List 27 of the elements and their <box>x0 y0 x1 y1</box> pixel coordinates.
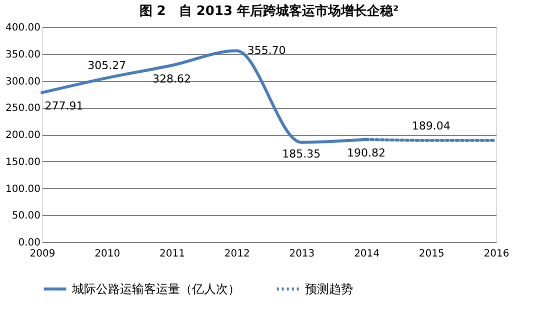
y-tick-label: 150.00 <box>6 156 40 168</box>
y-tick-label: 300.00 <box>6 76 40 88</box>
x-tick-label: 2016 <box>484 248 510 260</box>
x-tick-label: 2011 <box>159 248 185 260</box>
y-tick-label: 400.00 <box>6 22 40 34</box>
y-tick-label: 0.00 <box>18 238 40 248</box>
data-label: 189.04 <box>412 119 450 132</box>
data-label: 277.91 <box>44 100 84 113</box>
data-label: 355.70 <box>247 44 286 57</box>
y-tick-label: 50.00 <box>12 210 40 222</box>
x-tick-label: 2015 <box>418 248 444 260</box>
legend-label: 预测趋势 <box>305 282 353 296</box>
y-tick-label: 350.00 <box>6 49 40 60</box>
y-tick-label: 200.00 <box>6 130 40 141</box>
data-label: 305.27 <box>88 58 126 72</box>
chart-title: 图 2 自 2013 年后跨城客运市场增长企稳² <box>139 3 399 19</box>
x-tick-label: 2010 <box>94 248 120 260</box>
x-tick-label: 2013 <box>289 248 315 260</box>
y-tick-label: 250.00 <box>6 103 40 114</box>
x-tick-label: 2012 <box>224 248 250 260</box>
x-tick-label: 2014 <box>354 248 380 260</box>
x-tick-label: 2009 <box>30 248 56 260</box>
y-tick-label: 100.00 <box>6 184 40 195</box>
data-label: 190.82 <box>347 146 386 160</box>
data-label: 185.35 <box>282 147 321 160</box>
legend-label: 城际公路运输客运量（亿人次） <box>71 282 240 296</box>
data-label: 328.62 <box>152 72 191 86</box>
